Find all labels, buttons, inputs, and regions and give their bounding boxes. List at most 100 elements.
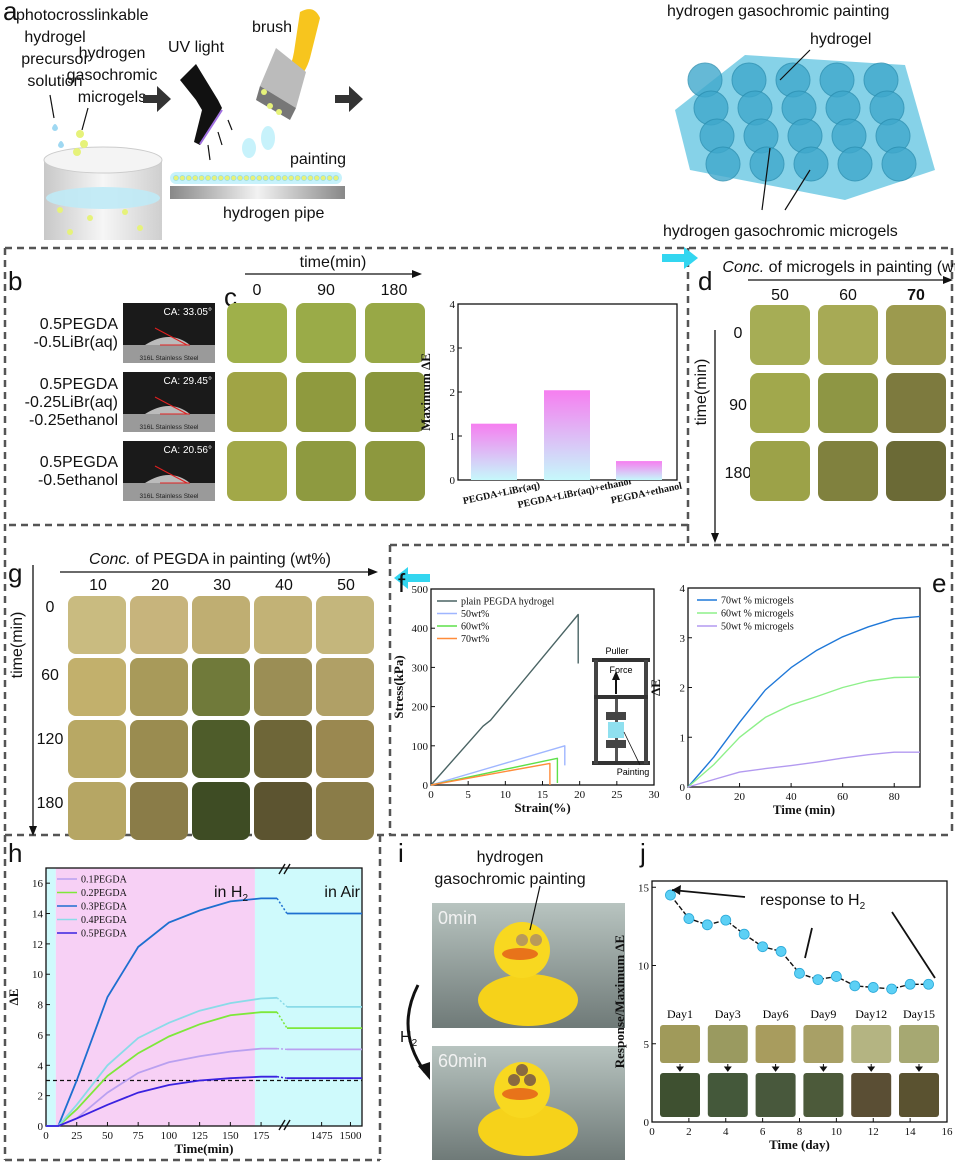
y-tick-label: 10 (638, 961, 650, 973)
before-tile (899, 1025, 939, 1063)
x-tick-label: 0 (43, 1130, 49, 1142)
data-point (886, 983, 898, 995)
d-tile (818, 441, 878, 501)
y-tick-label: 400 (412, 623, 429, 635)
time-row-label: 180 (725, 465, 752, 482)
precursor-label-4: solution (27, 73, 82, 90)
conc-axis-label: Conc. of microgels in painting (wt%) (722, 259, 955, 276)
x-axis-label: Time (min) (773, 802, 835, 817)
data-point (904, 978, 916, 990)
uv-flashlight-icon (180, 64, 233, 161)
conc-column-label: 40 (275, 577, 293, 594)
data-point (701, 919, 713, 931)
x-tick-label: 1500 (339, 1130, 362, 1142)
panel-label-e: e (932, 568, 946, 598)
data-point (775, 946, 787, 957)
legend-label: 0.2PEGDA (81, 888, 128, 899)
legend-label: 70wt % microgels (721, 596, 794, 607)
y-tick-label: 8 (38, 1000, 44, 1012)
sample-name-line: -0.5LiBr(aq) (34, 334, 118, 351)
arrowhead-icon (29, 826, 37, 836)
down-arrow-icon (915, 1064, 923, 1072)
angle-line (154, 327, 190, 346)
cyan-arrow-left (394, 567, 430, 589)
substrate (123, 345, 215, 363)
x-tick-label: 25 (71, 1130, 83, 1142)
panel-label-d: d (698, 266, 712, 296)
x-tick-label: 125 (191, 1130, 208, 1142)
time-column-label: 0 (253, 282, 262, 299)
contact-angle-value: CA: 20.56° (164, 445, 212, 456)
conc-column-label: 10 (89, 577, 107, 594)
substrate-label: 316L Stainless Steel (139, 424, 199, 431)
time-60min-label: 60min (438, 1051, 487, 1071)
in-h2-text: in H (214, 884, 242, 901)
panel-label-i: i (398, 838, 404, 868)
microgel-dot (224, 175, 231, 181)
sample-name-line: 0.5PEGDA (40, 316, 119, 333)
g-tile (316, 720, 374, 778)
microgel-dot (243, 175, 250, 181)
c-tile (365, 303, 425, 363)
y-tick-label: 1 (450, 431, 456, 443)
x-tick-label: 150 (222, 1130, 239, 1142)
annotation-arrows (671, 889, 936, 979)
g-tile (192, 720, 250, 778)
in-h2-label: in H2 (214, 884, 248, 904)
g-tile (254, 782, 312, 840)
panel-c: c time(min) 0 90 180 (224, 254, 425, 501)
time-column-label: 90 (317, 282, 335, 299)
panel-label-j: j (639, 838, 646, 868)
panel-g: g Conc. of PEGDA in painting (wt%) time(… (8, 551, 378, 840)
legend-label: plain PEGDA hydrogel (461, 597, 555, 608)
panel-label-f: f (398, 568, 406, 598)
series-line-60wt-microgels (687, 676, 921, 788)
legend-label: 60wt % microgels (721, 609, 794, 620)
y-tick-label: 10 (32, 969, 44, 981)
after-tile (803, 1073, 844, 1117)
time-row-label: 0 (734, 325, 743, 342)
legend-label: 60wt% (461, 622, 489, 633)
series-line-50wt- (430, 745, 566, 786)
x-tick-label: 10 (831, 1126, 843, 1138)
y-tick-label: 3 (450, 343, 456, 355)
panel-label-a: a (3, 0, 18, 26)
after-tile (851, 1073, 892, 1117)
x-tick-label: 60 (837, 791, 849, 803)
bar (616, 461, 662, 480)
series-drop-0.2pegda (276, 1011, 288, 1029)
microgel-dot (192, 175, 199, 181)
x-tick-label: 0 (685, 791, 691, 803)
x-tick-label: 175 (253, 1130, 270, 1142)
y-tick-label: 16 (32, 878, 44, 890)
duck-photo-60min: 60min (432, 1046, 625, 1160)
microgel-sphere (749, 146, 785, 182)
data-point (830, 971, 842, 982)
g-tile (130, 596, 188, 654)
data-point (849, 980, 861, 992)
microgel-sphere (837, 146, 873, 182)
microgel-dot (256, 175, 263, 181)
microgel-dot (185, 175, 192, 181)
microgel-dot (333, 175, 339, 181)
y-tick-label: 1 (680, 732, 686, 744)
time-row-label: 0 (46, 599, 55, 616)
substrate-label: 316L Stainless Steel (139, 355, 199, 362)
x-tick-label: 20 (734, 791, 746, 803)
series-line-60wt- (430, 757, 559, 786)
annotation-subscript: 2 (860, 901, 866, 912)
x-tick-label: 10 (500, 789, 512, 801)
y-tick-label: 15 (638, 882, 650, 894)
microgel-sphere (881, 146, 917, 182)
g-tile (130, 658, 188, 716)
c-tile (227, 372, 287, 432)
c-tile (227, 441, 287, 501)
sample-name-line: -0.25ethanol (29, 412, 118, 429)
g-tile (254, 596, 312, 654)
c-tile (365, 372, 425, 432)
time-0min-label: 0min (438, 908, 477, 928)
x-tick-label: 1475 (311, 1130, 334, 1142)
x-tick-label: 2 (686, 1126, 692, 1138)
substrate-label: 316L Stainless Steel (139, 493, 199, 500)
